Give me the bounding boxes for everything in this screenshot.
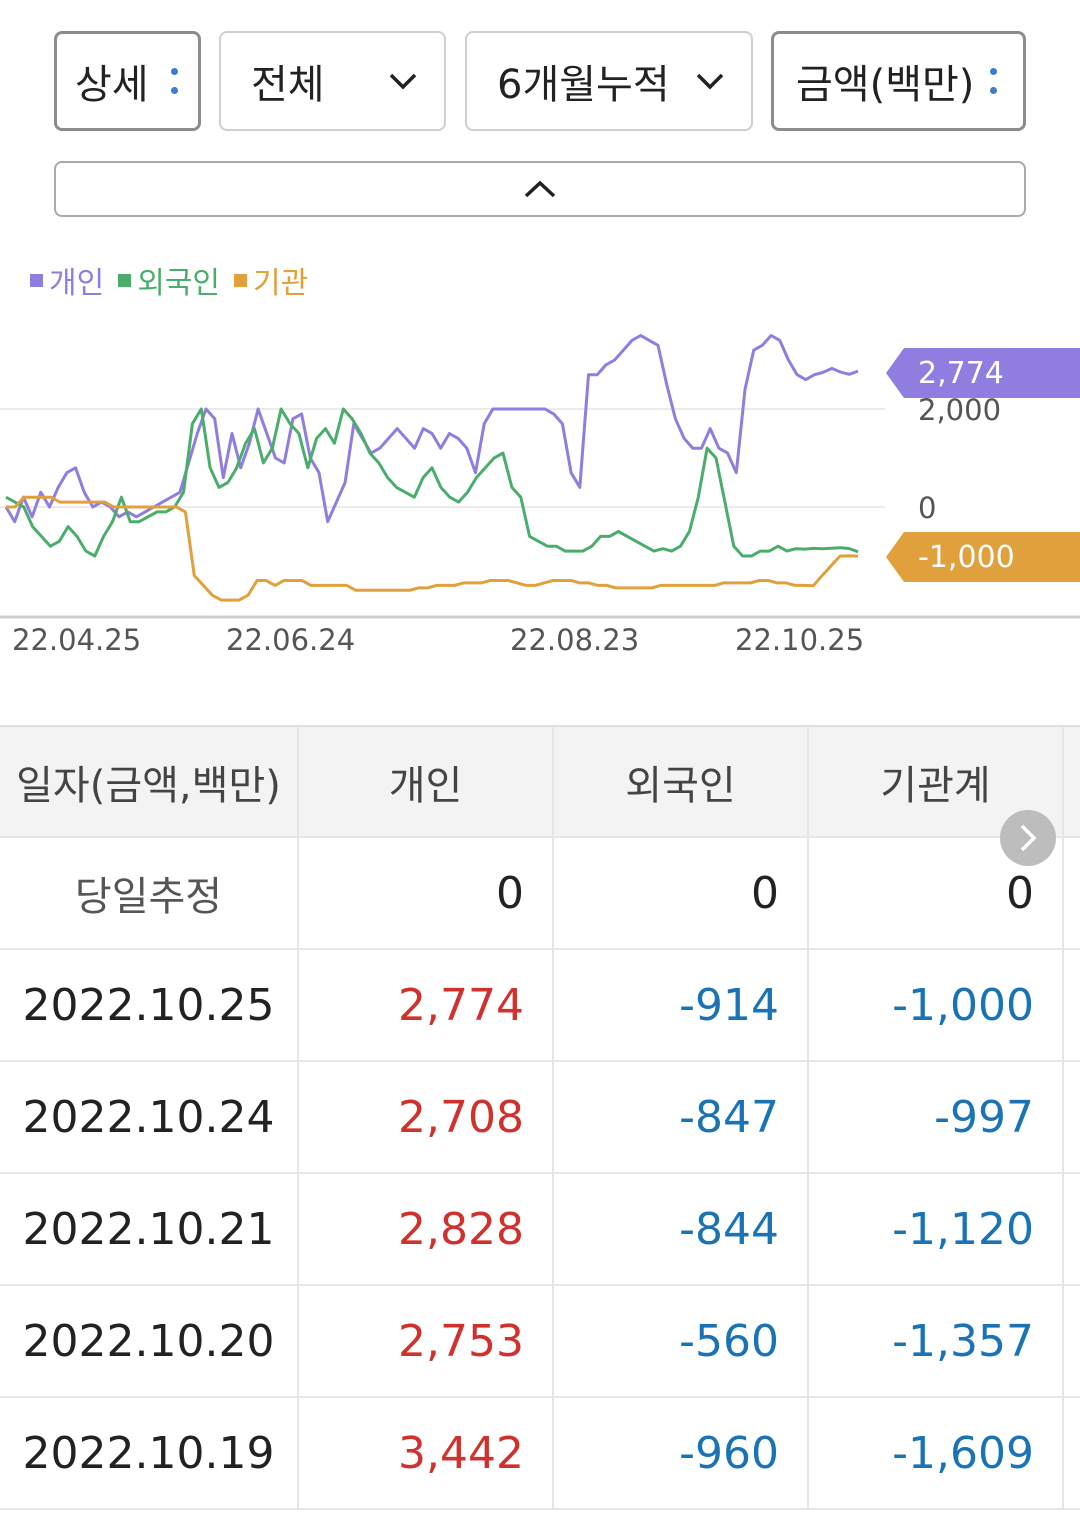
row-spacer bbox=[1064, 1062, 1080, 1172]
table-header: 일자(금액,백만) 개인 외국인 기관계 bbox=[0, 725, 1080, 838]
row-foreign: -960 bbox=[554, 1398, 809, 1508]
table-row: 2022.10.19 3,442 -960 -1,609 bbox=[0, 1398, 1080, 1510]
line-chart: 2,000 0 22.04.25 22.06.24 22.08.23 22.10… bbox=[0, 334, 1080, 657]
period-dropdown[interactable]: 6개월누적 bbox=[465, 31, 753, 131]
header-institution: 기관계 bbox=[809, 727, 1064, 836]
legend-label-individual: 개인 bbox=[49, 266, 105, 301]
row-spacer bbox=[1064, 950, 1080, 1060]
unit-select[interactable]: 금액(백만) bbox=[771, 31, 1026, 131]
legend-item-institution: 기관 bbox=[234, 258, 308, 302]
y-tick-2000: 2,000 bbox=[918, 393, 1001, 427]
y-tick-0: 0 bbox=[918, 491, 936, 525]
x-tick-3: 22.08.23 bbox=[510, 623, 639, 657]
scope-label: 전체 bbox=[251, 62, 325, 108]
collapse-toggle[interactable] bbox=[54, 161, 1026, 217]
legend-item-individual: 개인 bbox=[30, 258, 104, 302]
row-date: 2022.10.25 bbox=[0, 950, 299, 1060]
row-institution: -1,357 bbox=[809, 1286, 1064, 1396]
row-date: 2022.10.24 bbox=[0, 1062, 299, 1172]
header-foreign: 외국인 bbox=[554, 727, 809, 836]
detail-select[interactable]: 상세 bbox=[54, 31, 201, 131]
header-date: 일자(금액,백만) bbox=[0, 727, 299, 836]
x-tick-4: 22.10.25 bbox=[735, 623, 864, 657]
table-row: 2022.10.21 2,828 -844 -1,120 bbox=[0, 1174, 1080, 1286]
row-individual: 2,828 bbox=[299, 1174, 554, 1284]
row-spacer bbox=[1064, 838, 1080, 948]
table-row: 2022.10.24 2,708 -847 -997 bbox=[0, 1062, 1080, 1174]
row-foreign: -844 bbox=[554, 1174, 809, 1284]
detail-label: 상세 bbox=[75, 62, 149, 108]
legend-label-institution: 기관 bbox=[253, 266, 309, 301]
table-row-estimate: 당일추정 0 0 0 bbox=[0, 838, 1080, 950]
chevron-up-icon bbox=[524, 180, 556, 198]
x-tick-1: 22.04.25 bbox=[12, 623, 141, 657]
chevron-right-icon bbox=[1020, 824, 1037, 852]
legend-item-foreign: 외국인 bbox=[118, 258, 220, 302]
row-date: 2022.10.20 bbox=[0, 1286, 299, 1396]
scope-dropdown[interactable]: 전체 bbox=[219, 31, 446, 131]
vertical-dots-icon bbox=[170, 68, 178, 94]
chevron-down-icon bbox=[696, 73, 724, 90]
period-label: 6개월누적 bbox=[497, 62, 670, 108]
row-foreign: -914 bbox=[554, 950, 809, 1060]
estimate-institution: 0 bbox=[809, 838, 1064, 948]
estimate-individual: 0 bbox=[299, 838, 554, 948]
header-spacer bbox=[1064, 727, 1080, 836]
series-line-foreign bbox=[5, 407, 859, 558]
chevron-down-icon bbox=[389, 73, 417, 90]
table-row: 2022.10.25 2,774 -914 -1,000 bbox=[0, 950, 1080, 1062]
row-date: 2022.10.19 bbox=[0, 1398, 299, 1508]
row-spacer bbox=[1064, 1174, 1080, 1284]
investor-table: 일자(금액,백만) 개인 외국인 기관계 당일추정 0 0 0 2022.10.… bbox=[0, 725, 1080, 1510]
unit-label: 금액(백만) bbox=[796, 62, 975, 108]
institution-last-value: -1,000 bbox=[918, 540, 1015, 575]
row-date: 2022.10.21 bbox=[0, 1174, 299, 1284]
row-individual: 2,753 bbox=[299, 1286, 554, 1396]
estimate-label: 당일추정 bbox=[0, 838, 299, 948]
row-spacer bbox=[1064, 1286, 1080, 1396]
row-individual: 2,708 bbox=[299, 1062, 554, 1172]
row-spacer bbox=[1064, 1398, 1080, 1508]
row-institution: -1,120 bbox=[809, 1174, 1064, 1284]
individual-last-value-tag bbox=[886, 348, 1080, 398]
chart-legend: 개인 외국인 기관 bbox=[30, 258, 308, 302]
institution-last-value-tag bbox=[886, 532, 1080, 582]
x-tick-2: 22.06.24 bbox=[226, 623, 355, 657]
legend-label-foreign: 외국인 bbox=[137, 266, 221, 301]
table-row: 2022.10.20 2,753 -560 -1,357 bbox=[0, 1286, 1080, 1398]
row-individual: 2,774 bbox=[299, 950, 554, 1060]
row-individual: 3,442 bbox=[299, 1398, 554, 1508]
header-individual: 개인 bbox=[299, 727, 554, 836]
vertical-dots-icon bbox=[990, 68, 998, 94]
row-institution: -1,609 bbox=[809, 1398, 1064, 1508]
row-institution: -1,000 bbox=[809, 950, 1064, 1060]
row-foreign: -560 bbox=[554, 1286, 809, 1396]
series-line-institution bbox=[6, 495, 859, 602]
row-foreign: -847 bbox=[554, 1062, 809, 1172]
series-line-individual bbox=[4, 334, 859, 524]
estimate-foreign: 0 bbox=[554, 838, 809, 948]
individual-last-value: 2,774 bbox=[918, 356, 1004, 391]
next-columns-button[interactable] bbox=[1000, 810, 1056, 866]
row-institution: -997 bbox=[809, 1062, 1064, 1172]
